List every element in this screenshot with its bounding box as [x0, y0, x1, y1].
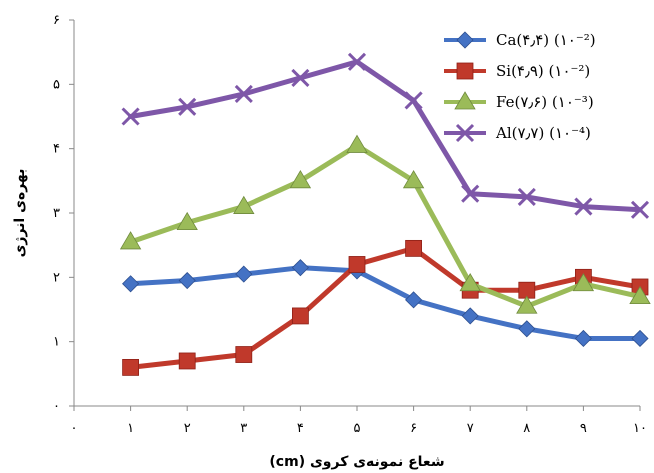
- data-point-marker: [461, 184, 480, 203]
- data-point-marker: [291, 68, 310, 87]
- x-tick-label: ۲: [184, 421, 191, 436]
- series-line: [128, 142, 643, 309]
- data-point-marker: [631, 329, 649, 348]
- data-point-marker: [516, 295, 538, 314]
- series-1: [122, 259, 649, 348]
- y-axis-title: بهره‌ی انرژی: [12, 169, 28, 258]
- x-tick-label: ۳: [240, 421, 247, 436]
- data-point-marker: [234, 84, 253, 104]
- legend-item: Fe(۷٫۶) (۱۰⁻³): [444, 91, 594, 111]
- data-point-marker: [289, 170, 312, 189]
- data-point-marker: [178, 97, 197, 116]
- data-point-marker: [291, 307, 309, 325]
- x-tick-label: ۸: [523, 421, 530, 436]
- data-point-marker: [235, 265, 253, 283]
- y-tick-label: ۱: [53, 335, 60, 350]
- legend-marker: [456, 31, 474, 49]
- data-point-marker: [517, 187, 536, 206]
- x-tick-label: ۶: [410, 421, 417, 436]
- x-tick-label: ۰: [71, 421, 78, 436]
- data-point-marker: [122, 275, 140, 293]
- data-point-marker: [178, 352, 196, 370]
- series-3: [119, 134, 651, 314]
- data-point-marker: [405, 291, 423, 309]
- data-point-marker: [347, 52, 367, 71]
- data-point-marker: [629, 285, 651, 305]
- data-point-marker: [518, 320, 536, 338]
- data-point-marker: [291, 259, 309, 277]
- series-4: [121, 52, 650, 219]
- x-tick-label: ۹: [580, 421, 587, 436]
- y-tick-label: ۲: [53, 270, 60, 285]
- series-line: [128, 265, 643, 341]
- data-point-marker: [630, 200, 650, 219]
- x-tick-label: ۱۰: [633, 421, 647, 436]
- y-axis-ticks: ۰ ۱ ۲ ۳ ۴ ۵ ۶: [53, 13, 74, 414]
- y-tick-label: ۵: [53, 77, 60, 92]
- data-point-marker: [176, 211, 198, 231]
- data-point-marker: [233, 195, 255, 214]
- legend-item: Si(۴٫۹) (۱۰⁻²): [444, 62, 590, 80]
- legend-item: Al(۷٫۷) (۱۰⁻⁴): [444, 123, 591, 143]
- legend-label: Ca(۴٫۴) (۱۰⁻²): [496, 31, 596, 49]
- x-tick-label: ۱: [127, 421, 134, 436]
- data-point-marker: [178, 271, 196, 290]
- series-line: [128, 245, 643, 370]
- series-line: [128, 59, 643, 213]
- legend-label: Al(۷٫۷) (۱۰⁻⁴): [495, 124, 591, 142]
- data-point-marker: [461, 307, 479, 325]
- data-point-marker: [122, 358, 139, 376]
- data-point-marker: [572, 272, 595, 292]
- x-tick-label: ۴: [297, 421, 304, 436]
- series-2: [122, 239, 649, 376]
- legend: Ca(۴٫۴) (۱۰⁻²) Si(۴٫۹) (۱۰⁻²) Fe(۷٫۶) (۱۰⁻…: [444, 31, 596, 143]
- data-point-marker: [404, 91, 423, 110]
- data-point-marker: [121, 107, 140, 126]
- data-point-marker: [405, 239, 423, 257]
- data-point-marker: [346, 134, 368, 153]
- data-point-marker: [119, 231, 142, 250]
- series-layer: [119, 52, 651, 376]
- data-point-marker: [402, 170, 425, 189]
- legend-marker: [454, 91, 476, 110]
- data-point-marker: [459, 272, 481, 292]
- x-tick-label: ۷: [467, 421, 474, 436]
- legend-marker: [456, 62, 474, 80]
- y-tick-label: ۶: [53, 13, 60, 28]
- x-tick-label: ۵: [354, 421, 361, 436]
- data-point-marker: [348, 256, 366, 273]
- data-point-marker: [574, 329, 592, 348]
- legend-marker: [455, 123, 475, 143]
- data-point-marker: [235, 346, 253, 363]
- legend-item: Ca(۴٫۴) (۱۰⁻²): [444, 31, 596, 49]
- y-tick-label: ۳: [53, 206, 60, 221]
- legend-label: Fe(۷٫۶) (۱۰⁻³): [496, 93, 594, 111]
- x-axis-ticks: ۰ ۱ ۲ ۳ ۴ ۵ ۶ ۷ ۸ ۹ ۱۰: [71, 406, 647, 436]
- y-tick-label: ۰: [53, 399, 60, 414]
- data-point-marker: [574, 197, 593, 216]
- x-axis-title: شعاع نمونه‌ی کروی (cm): [269, 454, 444, 470]
- legend-label: Si(۴٫۹) (۱۰⁻²): [496, 62, 590, 80]
- y-tick-label: ۴: [53, 142, 60, 157]
